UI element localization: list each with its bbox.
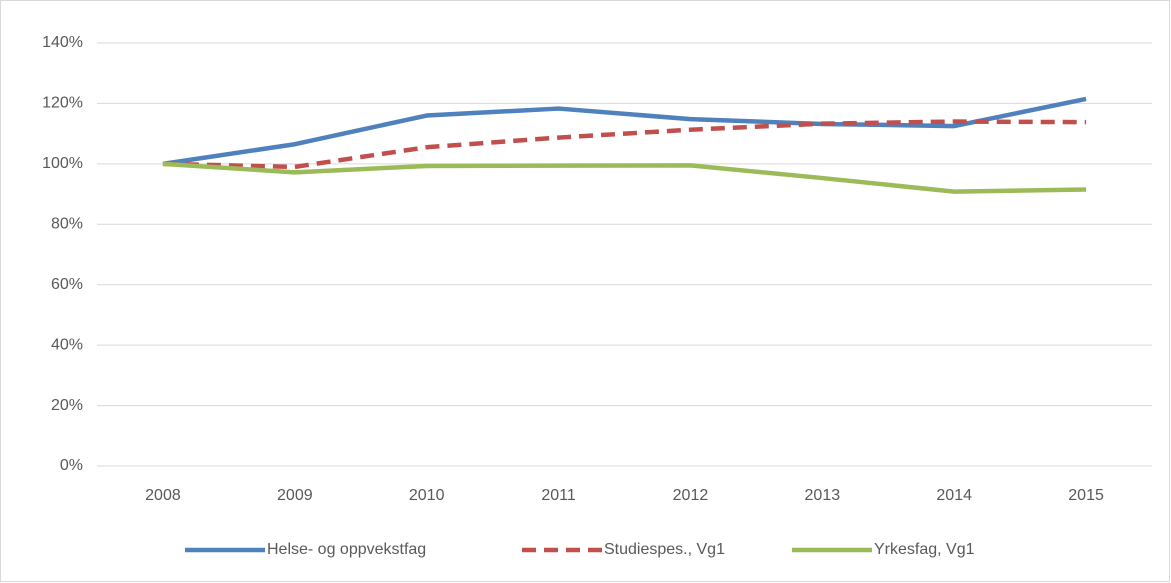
x-tick-label: 2008 — [145, 487, 181, 504]
y-tick-label: 80% — [51, 216, 83, 233]
y-tick-label: 100% — [42, 155, 83, 172]
x-tick-label: 2011 — [541, 487, 576, 504]
y-tick-label: 40% — [51, 336, 83, 353]
x-tick-label: 2013 — [805, 487, 841, 504]
x-tick-label: 2009 — [277, 487, 313, 504]
y-tick-label: 20% — [51, 397, 83, 414]
x-tick-label: 2010 — [409, 487, 445, 504]
y-tick-label: 60% — [51, 276, 83, 293]
x-tick-label: 2014 — [936, 487, 972, 504]
legend-label: Helse- og oppvekstfag — [267, 541, 426, 558]
legend-label: Yrkesfag, Vg1 — [874, 541, 975, 558]
series-line — [162, 161, 1087, 194]
x-tick-label: 2015 — [1068, 487, 1104, 504]
series-line — [162, 119, 1087, 170]
x-tick-label: 2012 — [673, 487, 709, 504]
y-tick-label: 120% — [42, 95, 83, 112]
y-tick-label: 140% — [42, 34, 83, 51]
series-line — [162, 96, 1087, 167]
legend-label: Studiespes., Vg1 — [604, 541, 725, 558]
y-tick-label: 0% — [60, 457, 83, 474]
